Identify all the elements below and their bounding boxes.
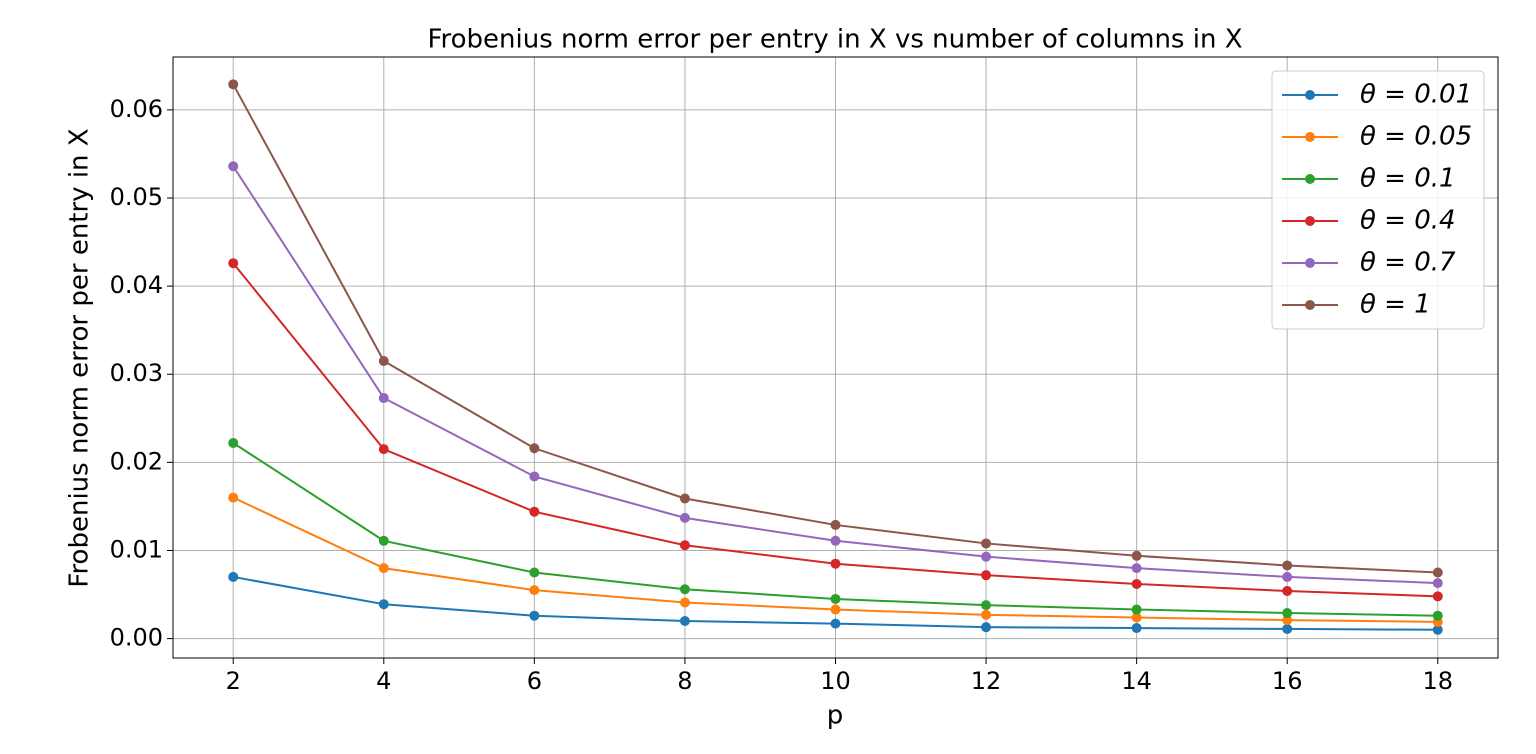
data-point <box>830 593 841 604</box>
data-point <box>830 618 841 629</box>
data-point <box>981 609 992 620</box>
legend-label: θ = 1 <box>1360 290 1431 320</box>
data-point <box>981 538 992 549</box>
data-point <box>1432 578 1443 589</box>
y-tick-label: 0.02 <box>110 447 163 475</box>
y-tick-label: 0.03 <box>110 359 163 387</box>
legend-marker <box>1305 300 1315 310</box>
data-point <box>679 512 690 523</box>
data-point <box>1131 604 1142 615</box>
data-point <box>1131 612 1142 623</box>
legend-marker <box>1305 174 1315 184</box>
x-tick-label: 4 <box>376 667 391 695</box>
legend-label: θ = 0.01 <box>1360 80 1472 110</box>
data-point <box>529 610 540 621</box>
data-point <box>529 585 540 596</box>
data-point <box>1432 624 1443 635</box>
data-point <box>228 437 239 448</box>
x-tick-label: 18 <box>1422 667 1453 695</box>
legend-label: θ = 0.1 <box>1360 164 1456 194</box>
data-point <box>679 597 690 608</box>
legend-label: θ = 0.05 <box>1360 122 1472 152</box>
data-point <box>1282 623 1293 634</box>
data-point <box>679 540 690 551</box>
legend-marker <box>1305 258 1315 268</box>
plot-frame <box>172 56 1499 659</box>
legend: θ = 0.01 θ = 0.05 θ = 0.1 θ = 0.4 θ = 0.7 θ =… <box>1271 70 1485 330</box>
data-point <box>228 79 239 90</box>
data-point <box>529 443 540 454</box>
data-point <box>830 604 841 615</box>
y-tick-label: 0.05 <box>110 183 163 211</box>
x-tick-label: 16 <box>1272 667 1303 695</box>
data-point <box>378 444 389 455</box>
legend-box <box>1271 70 1485 330</box>
legend-marker <box>1305 132 1315 142</box>
data-point <box>679 493 690 504</box>
data-point <box>830 535 841 546</box>
data-point <box>981 622 992 633</box>
data-point <box>228 571 239 582</box>
data-point <box>228 492 239 503</box>
x-tick-label: 8 <box>677 667 692 695</box>
data-point <box>1282 586 1293 597</box>
y-tick-label: 0.06 <box>110 95 163 123</box>
data-point <box>1131 550 1142 561</box>
y-tick-label: 0.04 <box>110 271 163 299</box>
data-point <box>830 558 841 569</box>
data-point <box>529 471 540 482</box>
data-point <box>378 599 389 610</box>
legend-marker <box>1305 216 1315 226</box>
chart-title: Frobenius norm error per entry in X vs n… <box>427 25 1242 55</box>
data-point <box>981 600 992 611</box>
x-tick-label: 12 <box>971 667 1002 695</box>
y-axis-label: Frobenius norm error per entry in X <box>65 128 95 587</box>
data-point <box>981 551 992 562</box>
data-point <box>228 161 239 172</box>
data-point <box>1131 623 1142 634</box>
data-point <box>679 615 690 626</box>
data-point <box>981 570 992 581</box>
data-point <box>378 563 389 574</box>
data-point <box>1282 615 1293 626</box>
data-point <box>228 258 239 269</box>
y-tick-label: 0.01 <box>110 535 163 563</box>
data-point <box>830 519 841 530</box>
data-point <box>1131 563 1142 574</box>
data-point <box>1432 567 1443 578</box>
data-point <box>1131 578 1142 589</box>
x-tick-label: 6 <box>527 667 542 695</box>
data-point <box>529 567 540 578</box>
legend-marker <box>1305 90 1315 100</box>
data-point <box>378 393 389 404</box>
x-tick-label: 14 <box>1121 667 1152 695</box>
legend-label: θ = 0.7 <box>1360 248 1456 278</box>
data-point <box>378 356 389 367</box>
data-point <box>378 535 389 546</box>
data-point <box>1432 610 1443 621</box>
data-point <box>1432 591 1443 602</box>
data-point <box>679 584 690 595</box>
data-point <box>1282 608 1293 619</box>
data-point <box>529 506 540 517</box>
x-tick-label: 2 <box>226 667 241 695</box>
data-point <box>1282 571 1293 582</box>
data-point <box>1282 560 1293 571</box>
y-tick-label: 0.00 <box>110 624 163 652</box>
legend-label: θ = 0.4 <box>1360 206 1456 236</box>
x-axis-label: p <box>827 701 844 731</box>
x-tick-label: 10 <box>820 667 851 695</box>
